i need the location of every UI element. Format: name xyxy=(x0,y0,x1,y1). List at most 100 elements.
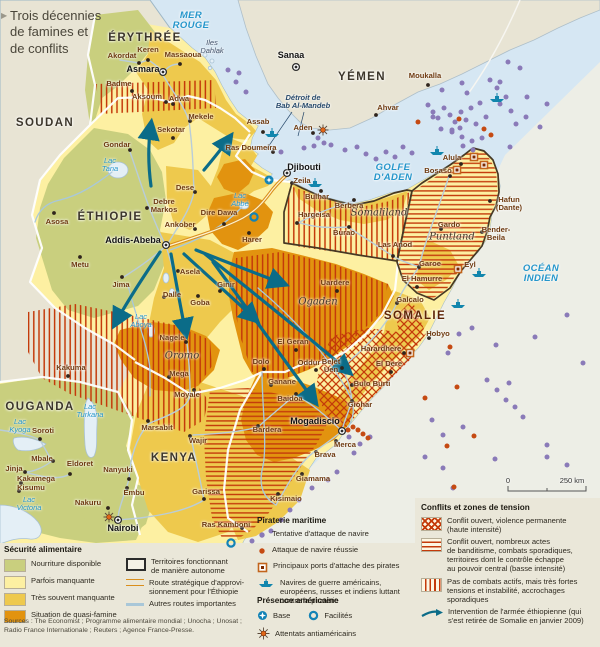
legend-food-item: Très souvent manquante xyxy=(4,592,126,606)
city-label: Massaoua xyxy=(164,49,202,59)
water-label-line: Iles xyxy=(206,37,218,47)
legend-conflict-item-text: Pas de combats actifs, mais très fortes t… xyxy=(447,577,577,604)
legend-piracy-item-line: Principaux ports d'attache des pirates xyxy=(273,561,400,571)
city-label-line: Beila xyxy=(486,233,506,242)
warship-icons xyxy=(265,93,504,308)
city-label: Asela xyxy=(179,266,201,276)
water-label-line: MER xyxy=(179,9,203,21)
legend-food-security: Sécurité alimentaire Nourriture disponib… xyxy=(4,545,126,626)
autonomous-outlines xyxy=(283,147,500,301)
legend-territory-item-line: Autres routes importantes xyxy=(149,599,236,609)
strait-pointers xyxy=(265,111,305,151)
food-item-label: Parfois manquante xyxy=(31,575,95,585)
city-label: Nanyuki xyxy=(103,464,133,474)
country-borders xyxy=(0,14,400,536)
food-item-label: Situation de quasi-famine xyxy=(31,609,117,619)
city-dots xyxy=(17,58,492,530)
city-label: Las Anod xyxy=(377,239,413,249)
city-label: Burao xyxy=(333,227,355,237)
legend-piracy-item: Navires de guerre américains, européens, … xyxy=(257,578,423,605)
city-label: Merca xyxy=(334,439,356,449)
legend-bg-left xyxy=(0,543,420,647)
city-label: Asosa xyxy=(45,216,69,226)
food-item-label: Très souvent manquante xyxy=(31,592,115,602)
city-label-line: Bender- xyxy=(481,224,511,234)
city-label: Ahvar xyxy=(377,102,399,112)
legend-territory-item: Route stratégique d'approvi-sionnement p… xyxy=(126,578,248,596)
strategic-route-core xyxy=(167,173,289,247)
city-label-line: Markos xyxy=(150,205,178,214)
scale-distance: 250 km xyxy=(559,475,585,485)
legend-conflict-item-line: au pouvoir central (basse intensité) xyxy=(447,564,566,574)
capital-label: Addis-Abeba xyxy=(105,235,161,246)
city-label: Baidoa xyxy=(277,393,303,403)
city-label: Uardere xyxy=(320,277,350,287)
water-label-line: Lac xyxy=(233,190,247,200)
legend-conflict-item-text: Conflit ouvert, nombreux actes de banditi… xyxy=(447,537,573,573)
anti-us-attack-icons xyxy=(103,124,329,523)
conflict-pattern-zones xyxy=(28,80,498,540)
legend-conflict-item-text: Conflit ouvert, violence permanente (haut… xyxy=(447,516,566,534)
legend-conflict-item-line: s'est retirée de Somalie en janvier 2009… xyxy=(448,615,584,625)
legend-header: Conflits et zones de tension xyxy=(421,503,530,512)
city-label: Giohar xyxy=(347,399,373,409)
title-line: de famines et xyxy=(10,24,89,40)
city-label: Metu xyxy=(71,259,89,269)
city-label: Soroti xyxy=(32,425,54,435)
legend-territory-item-text: Route stratégique d'approvi-sionnement p… xyxy=(149,578,244,596)
legend-piracy-item-text: Principaux ports d'attache des pirates xyxy=(273,561,399,570)
legend-conflict-item: Conflit ouvert, nombreux actes de banditi… xyxy=(421,537,599,573)
base-label: Base xyxy=(273,611,291,621)
water-label-line: Tana xyxy=(101,164,119,173)
legend-conflict-item-symbol xyxy=(421,516,442,531)
scale-zero: 0 xyxy=(505,475,511,485)
city-label-line: (Dante) xyxy=(495,203,523,212)
water-label-line: Lac xyxy=(13,416,27,426)
us-facility-icons xyxy=(226,212,259,548)
city-label: Galcalo xyxy=(396,294,424,304)
water-label: Lac Kyoga xyxy=(9,416,31,434)
legend-piracy: Piraterie maritime Tentative d'attaque d… xyxy=(257,516,423,609)
legend-conflict-item: Intervention de l'armée éthiopienne (qui… xyxy=(421,607,599,625)
water-label-line: Bab Al-Mandeb xyxy=(275,101,331,110)
legend-territory-item-symbol xyxy=(126,558,146,571)
legend-territory-item-text: Territoires fonctionnant de manière auton… xyxy=(151,557,228,575)
capital-label: Sanaa xyxy=(277,50,305,61)
food-color-swatch xyxy=(4,558,26,572)
legend-conflict-item-line: (haute intensité) xyxy=(447,524,502,534)
legend-food-item: Situation de quasi-famine xyxy=(4,609,126,623)
sources-line: Sources : The Economist ; Programme alim… xyxy=(4,618,242,625)
city-label: Hargeisa xyxy=(297,209,331,219)
water-label-line: Aboya xyxy=(130,320,152,329)
legend-bg-right xyxy=(415,498,600,647)
legend-piracy-item: Attaque de navire réussie xyxy=(257,545,423,558)
water-label: Lac Aboya xyxy=(130,312,152,329)
legend-piracy-item-symbol xyxy=(257,546,267,558)
capital-icons xyxy=(113,62,347,525)
city-label: Embu xyxy=(123,487,145,497)
city-label: Nakuru xyxy=(74,497,102,507)
city-label: Hobyo xyxy=(426,328,450,338)
city-label: Akordat xyxy=(107,50,137,60)
city-label: Gondar xyxy=(103,139,131,149)
food-color-swatch xyxy=(4,592,26,606)
water-label: Iles Dahlak xyxy=(200,37,223,55)
city-label: Garoe xyxy=(419,258,441,268)
legend-header: Piraterie maritime xyxy=(257,516,327,525)
water-label: Détroit de Bab Al-Mandeb xyxy=(275,93,331,110)
country-label: OUGANDA xyxy=(5,400,75,413)
title-arrow-icon: ▶ xyxy=(1,11,8,20)
yemen-road xyxy=(467,0,521,95)
city-label-line: Debre xyxy=(153,196,175,206)
water-label-line: INDIEN xyxy=(523,273,559,284)
city-label: Ras Kamboni xyxy=(201,519,251,529)
city-label: Berbera xyxy=(334,200,364,210)
legend-us-presence: Présence américaine Base Facilités Atten… xyxy=(257,596,423,645)
city-label: Jima xyxy=(112,279,130,289)
city-label: Eldoret xyxy=(66,458,94,468)
legend-territory-item: Territoires fonctionnant de manière auton… xyxy=(126,557,248,575)
water-label-line: Lac xyxy=(22,494,36,504)
region-label: Puntland xyxy=(429,231,475,243)
legend-territory-item-line: Territoires fonctionnant xyxy=(151,557,228,566)
water-label-line: Kyoga xyxy=(9,425,31,434)
